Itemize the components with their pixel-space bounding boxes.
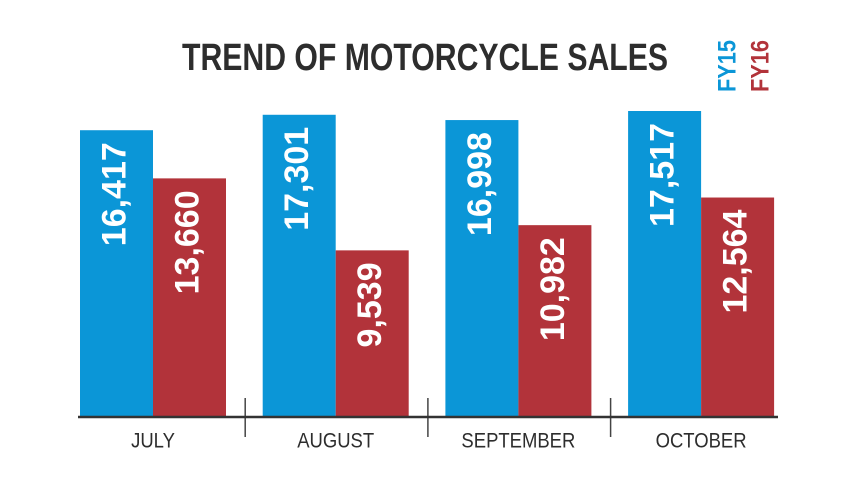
value-label: 17,301 bbox=[278, 127, 316, 231]
value-label: 16,417 bbox=[95, 142, 133, 246]
chart-title: TREND OF MOTORCYCLE SALES bbox=[182, 37, 668, 79]
value-label: 12,564 bbox=[717, 209, 755, 313]
x-tick-label: AUGUST bbox=[297, 429, 374, 452]
bar bbox=[262, 114, 336, 417]
value-label: 10,982 bbox=[534, 237, 572, 341]
bar bbox=[445, 120, 519, 417]
x-tick-label: OCTOBER bbox=[656, 429, 747, 452]
legend-label: FY16 bbox=[747, 40, 775, 92]
legend-label: FY15 bbox=[714, 40, 742, 92]
bar bbox=[80, 130, 153, 417]
bar bbox=[153, 178, 226, 417]
value-label: 16,998 bbox=[461, 132, 499, 236]
bar bbox=[335, 250, 409, 417]
bar bbox=[701, 197, 775, 417]
x-tick-label: SEPTEMBER bbox=[461, 429, 575, 452]
value-label: 13,660 bbox=[168, 190, 206, 294]
bar bbox=[628, 111, 702, 417]
x-tick-label: JULY bbox=[131, 429, 175, 452]
bar bbox=[518, 225, 592, 417]
value-label: 17,517 bbox=[644, 123, 682, 227]
value-label: 9,539 bbox=[351, 262, 389, 347]
